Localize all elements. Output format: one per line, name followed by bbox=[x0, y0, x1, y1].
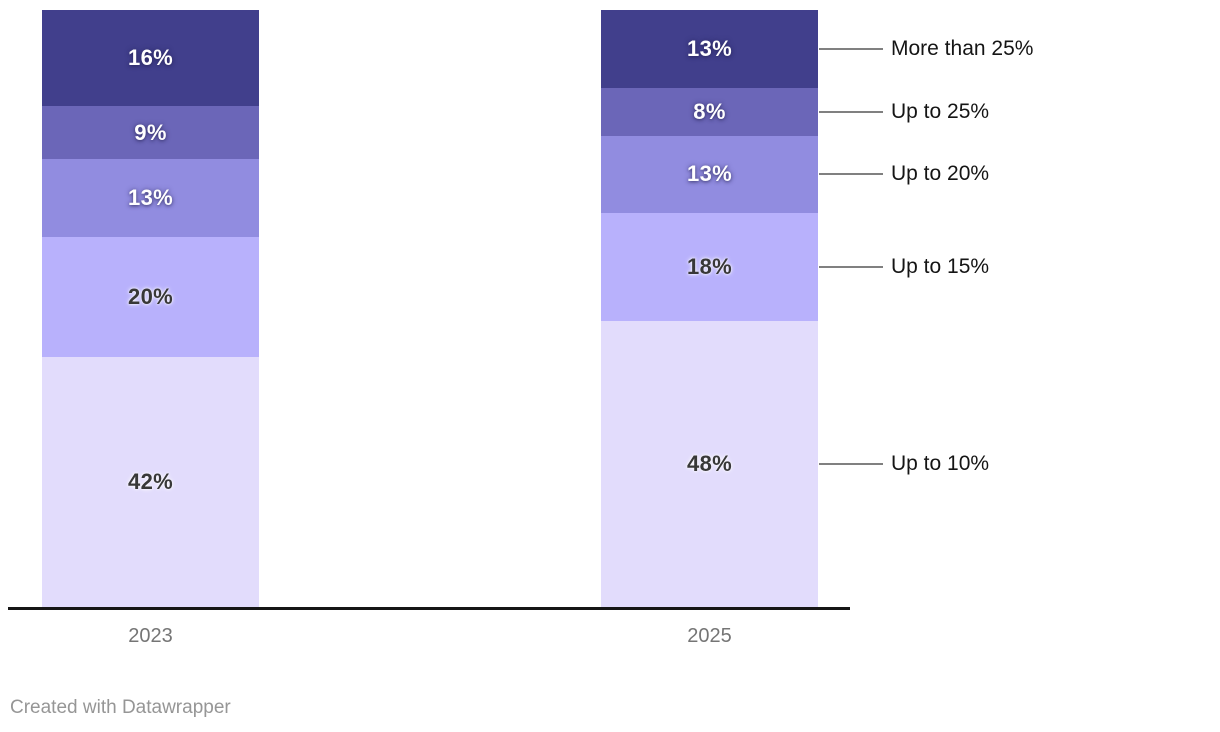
legend-label: Up to 15% bbox=[891, 255, 990, 279]
bar-segment: 48% bbox=[601, 320, 818, 608]
bar-segment: 13% bbox=[601, 135, 818, 214]
bar-segment: 16% bbox=[42, 10, 259, 106]
legend-label: Up to 10% bbox=[891, 452, 990, 476]
bar-segment: 9% bbox=[42, 105, 259, 160]
datawrapper-credit-link[interactable]: Created with Datawrapper bbox=[10, 697, 231, 718]
segment-value-label: 48% bbox=[687, 451, 732, 477]
bar-segment: 18% bbox=[601, 213, 818, 321]
segment-value-label: 18% bbox=[687, 254, 732, 280]
legend-label: More than 25% bbox=[891, 36, 1034, 60]
x-axis-label-2025: 2025 bbox=[687, 625, 732, 647]
bar-segment: 42% bbox=[42, 356, 259, 608]
segment-value-label: 13% bbox=[687, 161, 732, 187]
legend-leader-line bbox=[819, 266, 883, 269]
bar-segment: 8% bbox=[601, 87, 818, 136]
segment-value-label: 13% bbox=[128, 185, 173, 211]
segment-value-label: 20% bbox=[128, 284, 173, 310]
segment-value-label: 42% bbox=[128, 469, 173, 495]
segment-value-label: 16% bbox=[128, 44, 173, 70]
x-axis-label-2023: 2023 bbox=[128, 625, 173, 647]
legend-leader-line bbox=[819, 47, 883, 50]
legend-leader-line bbox=[819, 463, 883, 466]
stacked-bar-2023: 16% 9% 13% 20% 42% bbox=[42, 10, 259, 608]
segment-value-label: 13% bbox=[687, 35, 732, 61]
x-axis-line bbox=[8, 607, 850, 610]
segment-value-label: 9% bbox=[134, 119, 167, 145]
bar-segment: 13% bbox=[42, 159, 259, 238]
segment-value-label: 8% bbox=[693, 98, 726, 124]
bar-segment: 13% bbox=[601, 10, 818, 88]
legend-label: Up to 25% bbox=[891, 99, 990, 123]
bar-segment: 20% bbox=[42, 237, 259, 357]
stacked-bar-2025: 13% 8% 13% 18% 48% bbox=[601, 10, 818, 608]
legend-leader-line bbox=[819, 173, 883, 176]
legend-leader-line bbox=[819, 110, 883, 113]
legend-label: Up to 20% bbox=[891, 162, 990, 186]
